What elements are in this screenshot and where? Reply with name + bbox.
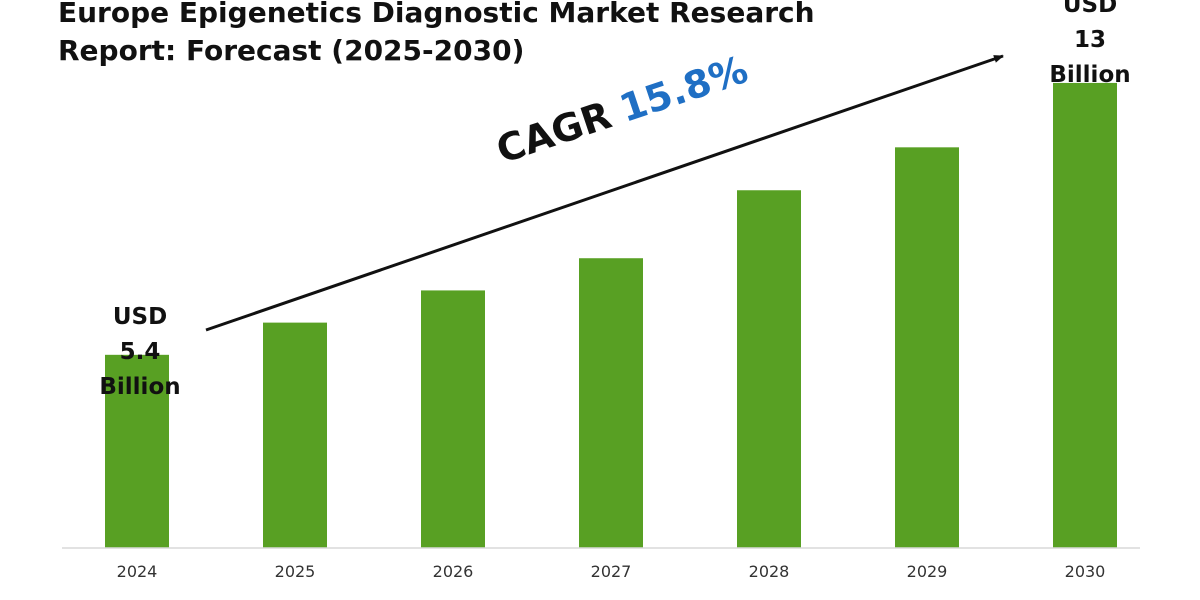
callout-end-amount: 13 (1073, 27, 1106, 53)
callout-start-value: USD 5.4 Billion (90, 300, 190, 405)
x-tick-labels: 2024 2025 2026 2027 2028 2029 2030 (117, 562, 1106, 581)
callout-start-amount: 5.4 (119, 339, 161, 365)
callout-start-unit: Billion (99, 374, 181, 400)
x-tick-2030: 2030 (1065, 562, 1106, 581)
title-line-1: Europe Epigenetics Diagnostic Market Res… (58, 0, 815, 29)
bar-2027 (579, 258, 643, 548)
bar-2029 (895, 147, 959, 548)
title-line-2: Report: Forecast (2025-2030) (58, 34, 525, 67)
bar-2028 (737, 190, 801, 548)
bar-2030 (1053, 82, 1117, 549)
bar-2024 (105, 354, 169, 548)
x-tick-2028: 2028 (749, 562, 790, 581)
x-tick-2026: 2026 (433, 562, 474, 581)
chart-title: Europe Epigenetics Diagnostic Market Res… (58, 0, 818, 70)
callout-end-value: USD 13 Billion (1040, 0, 1140, 93)
bar-2025 (263, 322, 327, 548)
x-tick-2029: 2029 (907, 562, 948, 581)
growth-arrow (205, 54, 1004, 332)
x-tick-2024: 2024 (117, 562, 158, 581)
x-tick-2025: 2025 (275, 562, 316, 581)
callout-end-unit: Billion (1049, 62, 1131, 88)
callout-start-currency: USD (112, 304, 168, 330)
x-tick-2027: 2027 (591, 562, 632, 581)
callout-end-currency: USD (1062, 0, 1118, 18)
bars-group (105, 82, 1117, 549)
bar-2026 (421, 290, 485, 548)
